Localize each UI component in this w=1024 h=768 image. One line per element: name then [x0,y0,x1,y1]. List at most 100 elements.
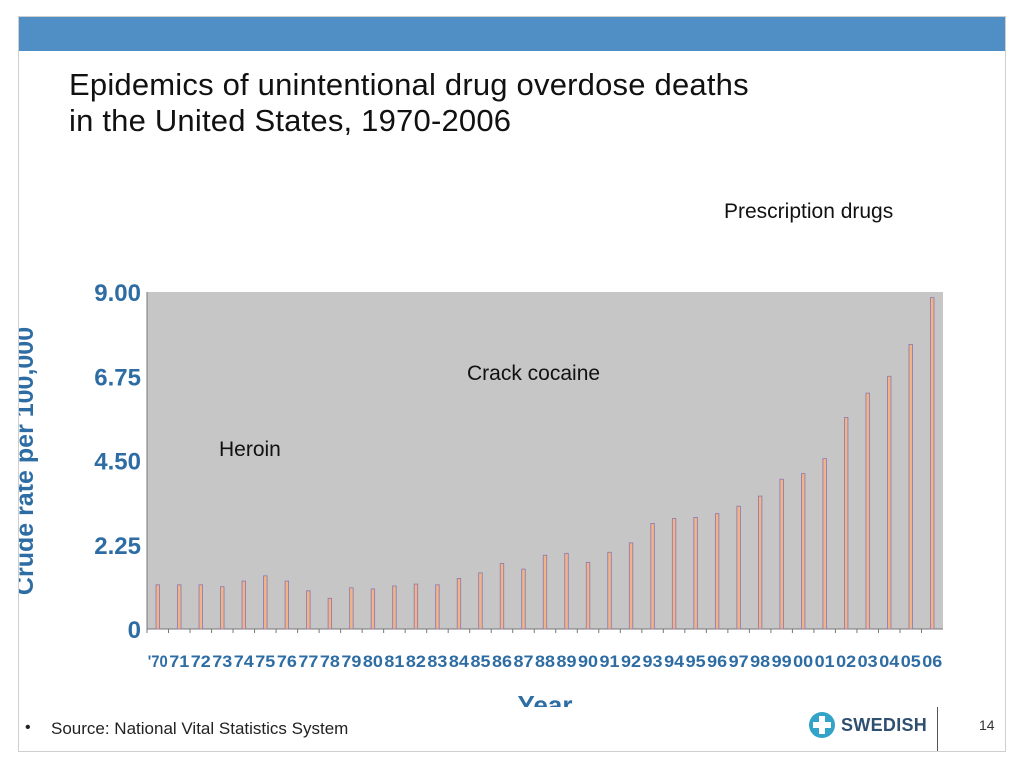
bar-02 [844,417,849,630]
x-tick-label: 76 [277,652,297,671]
x-tick-label: 84 [449,652,470,671]
bar-84 [456,578,462,630]
bar-03 [865,392,870,630]
bar-79 [349,587,354,630]
bar-80 [370,588,376,630]
y-tick-label: 9.00 [94,280,141,307]
bar-73 [220,586,225,630]
x-tick-label: 79 [341,652,361,671]
page-number: 14 [979,717,995,733]
annotation-heroin: Heroin [219,438,281,461]
bar-71 [177,584,182,630]
x-tick-label: 03 [858,652,878,671]
x-tick-label: 95 [686,652,706,671]
bar-00 [801,473,806,630]
bar-92 [628,542,634,630]
bar-77 [306,590,311,630]
x-tick-label: 71 [169,652,189,671]
annotation-crack-cocaine: Crack cocaine [467,362,601,385]
bar-06 [930,297,935,630]
y-tick-label-group: 0 2.25 4.50 6.75 9.00 [94,280,141,644]
slide-title-line-1: Epidemics of unintentional drug overdose… [69,67,749,102]
bar-99 [779,478,784,630]
x-tick-label: 01 [815,652,835,671]
bar-90 [585,561,591,630]
x-tick-label: '70 [148,652,168,671]
bar-72 [198,584,203,630]
source-bullet: • [25,719,31,736]
bar-96 [714,513,720,630]
x-tick-label: 02 [836,652,856,671]
bar-86 [499,563,505,630]
x-tick-label: 98 [750,652,770,671]
bar-97 [736,505,741,630]
bar-83 [435,584,440,630]
bar-87 [521,568,526,630]
bar-91 [607,551,612,630]
x-tick-label: 80 [363,652,383,671]
bar-74 [241,580,246,630]
x-tick-label: 05 [901,652,921,671]
x-tick-label: 93 [643,652,663,671]
bar-04 [887,375,892,630]
x-tick-label: 88 [535,652,555,671]
x-tick-label: 96 [707,652,727,671]
bar-78 [327,597,333,630]
x-tick-label: 89 [557,652,577,671]
bar-88 [542,554,548,630]
x-tick-label: 94 [664,652,685,671]
bar-82 [413,583,419,630]
bar-70 [155,584,160,630]
x-axis-title: Year [518,690,573,707]
slide-frame: Epidemics of unintentional drug overdose… [18,16,1006,752]
x-tick-label: 99 [772,652,792,671]
x-tick-label: 04 [879,652,900,671]
x-tick-label: 83 [427,652,447,671]
x-tick-label: 82 [406,652,426,671]
x-tick-label: 78 [320,652,340,671]
y-tick-label: 2.25 [94,533,141,560]
bar-85 [478,572,483,630]
bar-94 [671,518,677,630]
bar-93 [650,523,655,630]
bar-05 [908,344,913,630]
x-tick-label: 87 [513,652,533,671]
slide-title: Epidemics of unintentional drug overdose… [69,67,949,139]
x-tick-label: 73 [212,652,232,671]
x-tick-label: 77 [298,652,318,671]
x-tick-label: 91 [600,652,620,671]
x-tick-mark-group [146,629,922,633]
y-tick-label: 6.75 [94,364,141,391]
bar-81 [392,585,397,630]
bar-01 [822,458,827,630]
y-tick-label: 0 [128,617,141,644]
footer-divider [937,707,938,751]
annotation-prescription-drugs: Prescription drugs [724,200,894,223]
x-tick-label: 74 [234,652,255,671]
x-tick-label: 72 [191,652,211,671]
overdose-rate-chart: 02.254.506.759.00 '70 71 72 73 74 75 76 77 78 79 8… [19,280,943,707]
bar-75 [263,575,268,630]
x-tick-label-group: '70 71 72 73 74 75 76 77 78 79 80 81 82 83 84 85 86 87 88 8… [148,652,942,671]
x-tick-label: 85 [470,652,490,671]
x-tick-label: 06 [922,652,942,671]
bar-group [155,297,935,630]
medical-cross-icon [809,712,835,738]
bar-98 [757,495,763,630]
x-tick-label: 86 [492,652,512,671]
y-tick-label: 4.50 [94,449,141,476]
swedish-logo: SWEDISH [809,709,927,741]
bar-76 [284,580,289,630]
x-tick-label: 92 [621,652,641,671]
slide-title-line-2: in the United States, 1970-2006 [69,103,512,138]
bar-89 [564,552,569,630]
x-tick-label: 97 [729,652,749,671]
x-tick-label: 90 [578,652,598,671]
x-tick-label: 00 [793,652,813,671]
source-note: Source: National Vital Statistics System [51,719,349,738]
logo-wordmark: SWEDISH [841,714,928,735]
y-axis-title: Crude rate per 100,000 [19,327,39,595]
title-band [19,17,1005,51]
x-tick-label: 81 [384,652,404,671]
bar-95 [693,517,698,630]
